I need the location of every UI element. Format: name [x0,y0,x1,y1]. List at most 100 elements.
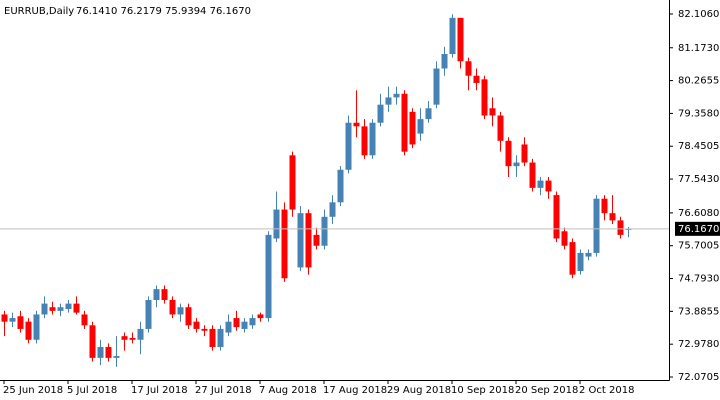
candle-body [417,119,424,134]
candle-body [537,180,544,188]
chart-title: EURRUB,Daily [4,6,74,17]
candle-body [25,321,32,340]
candle-body [545,180,552,192]
candle-body [385,97,392,105]
candle-body [305,213,312,268]
candle-body [137,328,144,340]
candle-body [241,321,248,329]
y-tick-label: 76.6080 [678,208,719,219]
candle-body [17,316,24,329]
candle-body [105,347,112,358]
candle-body [169,299,176,315]
candle-body [89,325,96,358]
candle-body [281,209,288,279]
x-tick-label: 29 Aug 2018 [387,385,451,396]
candle-body [121,336,128,340]
candle-body [313,234,320,246]
y-tick-label: 72.0705 [678,372,719,383]
candle-body [345,122,352,170]
candle-body [393,93,400,98]
candle-body [185,307,192,326]
x-tick-label: 17 Jul 2018 [131,385,188,396]
candle-body [225,321,232,333]
y-tick-label: 80.2655 [678,76,719,87]
candle-body [257,314,264,319]
y-tick-label: 78.4505 [678,141,719,152]
candle-body [113,356,120,358]
candle-body [361,126,368,156]
candle-body [569,242,576,275]
ohlc-readout: 76.1410 76.2179 75.9394 76.1670 [76,6,251,17]
candle-body [449,17,456,55]
candle-body [153,289,160,300]
candle-body [601,198,608,214]
x-tick-label: 10 Sep 2018 [451,385,514,396]
candle-body [529,162,536,188]
y-tick-label: 73.8855 [678,306,719,317]
candle-body [81,314,88,326]
candle-body [233,318,240,328]
x-tick-label: 2 Oct 2018 [579,385,634,396]
candle-body [9,318,16,322]
current-price-label: 76.1670 [678,224,719,235]
candle-body [433,68,440,105]
candle-body [457,17,464,62]
candle-body [401,93,408,152]
candle-body [289,155,296,210]
candle-body [57,307,64,311]
x-tick-label: 7 Aug 2018 [259,385,317,396]
candle-body [273,209,280,239]
candle-body [177,307,184,315]
candle-body [329,202,336,217]
candle-body [321,216,328,246]
candle-body [609,213,616,221]
candle-body [1,314,8,322]
candle-body [481,79,488,116]
candle-body [513,162,520,167]
y-tick-label: 75.7005 [678,241,719,252]
current-price-box [675,221,720,236]
x-tick-label: 17 Aug 2018 [323,385,387,396]
candle-body [33,314,40,340]
candle-body [377,104,384,123]
candle-body [617,220,624,235]
x-tick-label: 27 Jul 2018 [195,385,252,396]
candle-body [425,108,432,120]
candle-body [201,328,208,331]
candle-body [145,299,152,329]
candle-body [337,169,344,203]
candle-body [369,122,376,156]
candle-body [353,122,360,127]
candle-body [577,252,584,272]
candle-body [209,328,216,348]
candle-body [585,252,592,257]
candle-body [473,75,480,83]
y-tick-label: 81.1730 [678,43,719,54]
y-tick-label: 82.1060 [678,9,719,20]
candle-body [41,303,48,315]
x-tick-label: 5 Jul 2018 [67,385,117,396]
candle-body [553,195,560,239]
x-tick-label: 25 Jun 2018 [3,385,63,396]
candle-body [489,108,496,116]
candle-body [497,115,504,141]
candle-body [73,303,80,313]
x-tick-label: 20 Sep 2018 [515,385,578,396]
candle-body [297,213,304,268]
candle-body [161,289,168,300]
candle-body [465,61,472,76]
y-tick-label: 79.3580 [678,108,719,119]
candle-body [265,234,272,319]
candle-body [249,318,256,326]
y-tick-label: 72.9780 [678,339,719,350]
candle-body [593,198,600,253]
candle-body [561,231,568,246]
candle-body [217,328,224,348]
candle-body [441,54,448,69]
candle-body [505,140,512,167]
candle-body [65,303,72,310]
candle-body [409,111,416,145]
